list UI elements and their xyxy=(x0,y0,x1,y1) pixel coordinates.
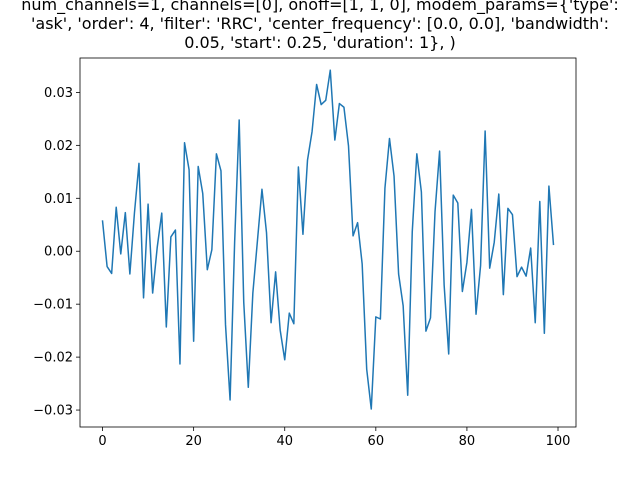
chart-title-line-2: 'ask', 'order': 4, 'filter': 'RRC', 'cen… xyxy=(31,14,609,33)
x-tick-label: 60 xyxy=(368,434,385,449)
y-tick-label: −0.02 xyxy=(33,351,73,366)
y-tick-label: −0.01 xyxy=(33,298,73,313)
x-tick-label: 80 xyxy=(459,434,476,449)
chart-title-line-1: num_channels=1, channels=[0], onoff=[1, … xyxy=(21,0,619,14)
chart-title: num_channels=1, channels=[0], onoff=[1, … xyxy=(0,0,640,60)
x-axis: 0 20 40 60 80 100 xyxy=(98,427,570,449)
series-line xyxy=(101,69,555,410)
x-tick-label: 100 xyxy=(546,434,571,449)
x-tick-label: 40 xyxy=(276,434,293,449)
y-tick-label: 0.03 xyxy=(44,86,73,101)
y-tick-label: 0.01 xyxy=(44,192,73,207)
x-tick-label: 0 xyxy=(98,434,106,449)
x-tick-label: 20 xyxy=(185,434,202,449)
y-tick-label: −0.03 xyxy=(33,404,73,419)
chart-title-line-3: 0.05, 'start': 0.25, 'duration': 1}, ) xyxy=(184,33,456,52)
y-tick-label: 0.00 xyxy=(44,245,73,260)
y-axis: −0.03 −0.02 −0.01 0.00 0.01 0.02 0.03 xyxy=(33,86,80,419)
plot-area-frame xyxy=(79,57,577,428)
y-tick-label: 0.02 xyxy=(44,139,73,154)
